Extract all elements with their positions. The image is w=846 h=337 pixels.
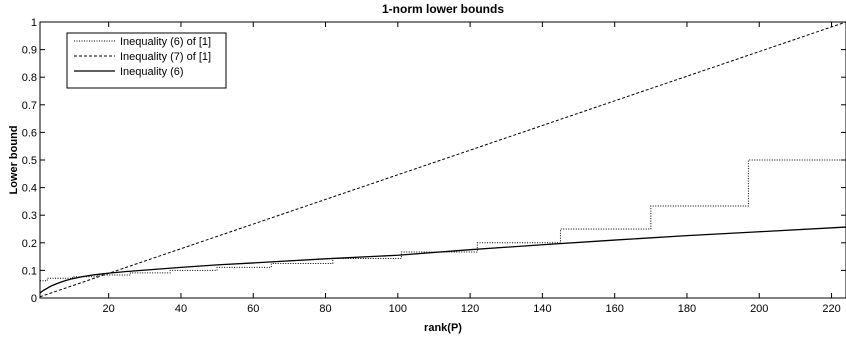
series-line-2	[39, 21, 846, 298]
series-line-3	[39, 226, 846, 294]
x-tick-label: 60	[247, 303, 259, 315]
y-tick-label: 0.8	[22, 72, 37, 84]
y-tick-label: 0.7	[22, 100, 37, 112]
x-tick-label: 200	[750, 303, 768, 315]
series-line-1	[40, 22, 846, 282]
legend-box	[66, 32, 227, 89]
y-tick-label: 0.4	[22, 183, 37, 195]
y-tick-label: 0.6	[22, 127, 37, 139]
axis-ticks: 20 40 60 80 100 120 140 160 180 200 220 0 0.1 0.2 0.3 0…	[22, 17, 846, 315]
x-tick-label: 100	[389, 303, 407, 315]
x-tick-label: 220	[822, 303, 840, 315]
legend-label-3: Inequality (6)	[120, 66, 184, 78]
chart-title: 1-norm lower bounds	[382, 2, 504, 16]
y-tick-label: 1	[31, 17, 37, 29]
y-tick-label: 0.5	[22, 155, 37, 167]
x-tick-label: 160	[606, 303, 624, 315]
x-tick-label: 80	[319, 303, 331, 315]
y-tick-label: 0.3	[22, 210, 37, 222]
y-tick-label: 0.1	[22, 265, 37, 277]
x-tick-label: 140	[533, 303, 551, 315]
x-tick-label: 180	[678, 303, 696, 315]
x-tick-label: 20	[103, 303, 115, 315]
x-tick-label: 120	[461, 303, 479, 315]
y-axis-title: Lower bound	[8, 125, 20, 194]
legend: Inequality (6) of [1] Inequality (7) of […	[66, 32, 227, 89]
y-tick-label: 0.2	[22, 238, 37, 250]
y-tick-label: 0.9	[22, 45, 37, 57]
legend-label-2: Inequality (7) of [1]	[120, 51, 211, 63]
legend-label-1: Inequality (6) of [1]	[120, 36, 211, 48]
y-tick-label: 0	[31, 293, 37, 305]
x-tick-label: 40	[175, 303, 187, 315]
x-axis-title: rank(P)	[424, 322, 462, 334]
series-layer	[39, 21, 846, 298]
